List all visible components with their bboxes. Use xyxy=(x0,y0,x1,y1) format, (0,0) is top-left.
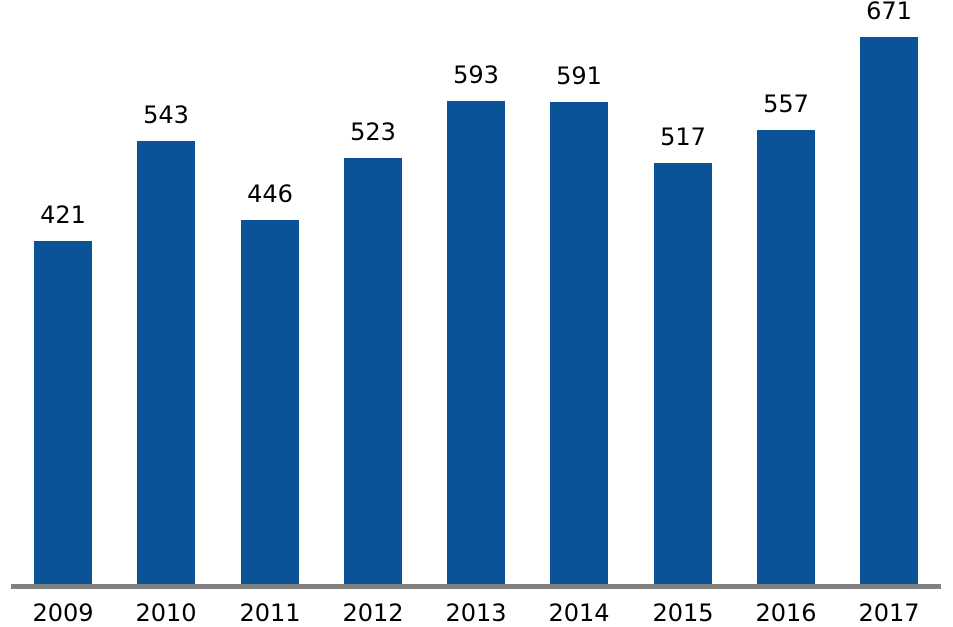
x-axis-label-2017: 2017 xyxy=(858,599,920,627)
x-axis-label-2013: 2013 xyxy=(445,599,507,627)
value-label-2013: 593 xyxy=(453,61,499,89)
bar-2013 xyxy=(447,101,505,584)
value-label-2009: 421 xyxy=(40,201,86,229)
bar-2012 xyxy=(344,158,402,584)
value-label-2011: 446 xyxy=(247,180,293,208)
x-axis-label-2014: 2014 xyxy=(548,599,610,627)
bar-2014 xyxy=(550,102,608,584)
x-axis-label-2011: 2011 xyxy=(239,599,301,627)
bar-2010 xyxy=(137,141,195,584)
x-axis-label-2010: 2010 xyxy=(135,599,197,627)
x-axis-baseline xyxy=(11,584,941,589)
value-label-2014: 591 xyxy=(556,62,602,90)
bar-2009 xyxy=(34,241,92,584)
value-label-2015: 517 xyxy=(660,123,706,151)
x-axis-label-2016: 2016 xyxy=(755,599,817,627)
value-label-2016: 557 xyxy=(763,90,809,118)
x-axis-label-2015: 2015 xyxy=(652,599,714,627)
x-axis-label-2009: 2009 xyxy=(32,599,94,627)
bar-2015 xyxy=(654,163,712,584)
bar-2011 xyxy=(241,220,299,584)
value-label-2010: 543 xyxy=(143,101,189,129)
x-axis-label-2012: 2012 xyxy=(342,599,404,627)
bar-2017 xyxy=(860,37,918,584)
value-label-2012: 523 xyxy=(350,118,396,146)
value-label-2017: 671 xyxy=(866,0,912,25)
bar-2016 xyxy=(757,130,815,584)
